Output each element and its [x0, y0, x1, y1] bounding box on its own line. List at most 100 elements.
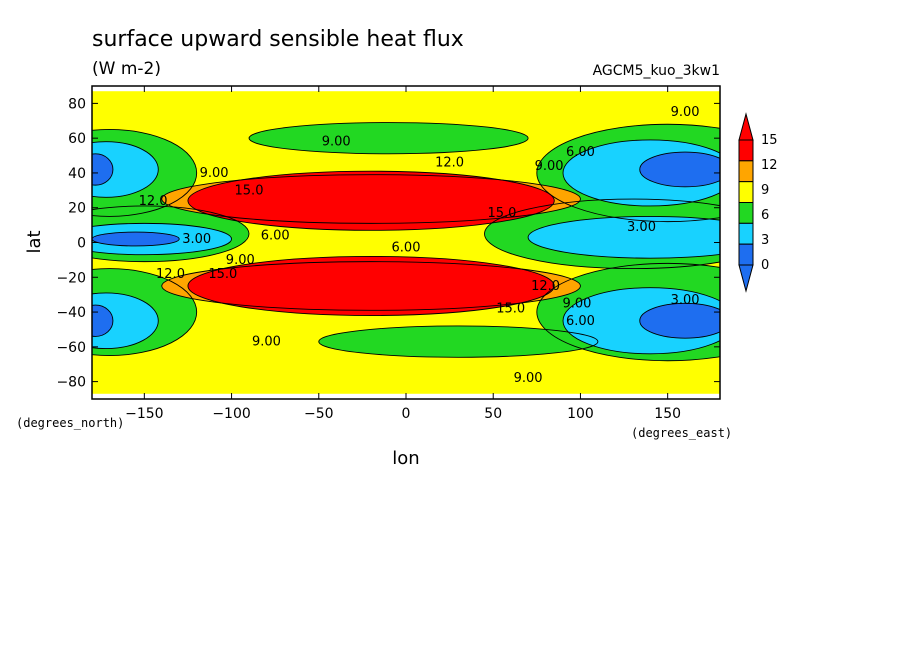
contour-label-15: 15.0 — [208, 267, 237, 282]
filled-contours — [92, 91, 720, 394]
chart-title: surface upward sensible heat flux — [92, 27, 464, 52]
colorbar-label-2: 6 — [761, 208, 769, 223]
contour-line-11 — [92, 141, 159, 198]
contour-label-9: 3.00 — [627, 220, 656, 235]
contour-label-19: 6.00 — [566, 314, 595, 329]
contour-label-7: 12.0 — [139, 194, 168, 209]
contour-region-22 — [187, 171, 555, 231]
contour-line-12 — [92, 292, 159, 350]
x-units-label: (degrees_east) — [631, 426, 732, 440]
x-tick-label-5: 100 — [567, 406, 594, 422]
contour-label-12: 6.00 — [392, 241, 421, 256]
contour-region-23 — [187, 256, 555, 316]
contour-line-16 — [639, 302, 720, 339]
contour-region-8 — [318, 325, 598, 358]
colorbar-swatch-5 — [738, 139, 754, 162]
contour-line-13 — [527, 215, 720, 259]
y-tick-label-0: 80 — [68, 96, 86, 112]
contour-label-22: 9.00 — [514, 371, 543, 386]
y-axis-label: lat — [24, 230, 45, 253]
contour-line-18 — [92, 304, 114, 337]
colorbar-label-3: 9 — [761, 183, 769, 198]
contour-label-21: 9.00 — [252, 335, 281, 350]
y-tick-label-4: 0 — [77, 236, 86, 252]
contour-line-14 — [92, 222, 232, 256]
contour-region-15 — [639, 152, 720, 187]
contour-label-16: 12.0 — [531, 279, 560, 294]
contour-label-4: 12.0 — [435, 156, 464, 171]
contour-line-8 — [318, 325, 599, 358]
x-tick-label-2: −50 — [304, 406, 334, 422]
contour-line-4 — [92, 268, 198, 356]
colorbar-extend-under — [738, 264, 754, 293]
contour-label-14: 12.0 — [156, 267, 185, 282]
contour-region-19 — [92, 232, 180, 246]
contour-region-7 — [248, 122, 529, 154]
contour-line-7 — [248, 122, 529, 155]
contour-labels: 9.009.006.009.0012.09.0015.012.015.03.00… — [139, 105, 700, 386]
contour-line-1 — [536, 123, 720, 223]
contour-line-2 — [536, 262, 720, 362]
colorbar: 0 3 6 9 12 15 — [738, 112, 778, 293]
contour-label-6: 15.0 — [235, 183, 264, 198]
colorbar-extend-over — [738, 112, 754, 141]
colorbar-swatch-4 — [738, 160, 754, 183]
y-tick-label-1: 60 — [68, 131, 86, 147]
colorbar-label-0: 0 — [761, 258, 769, 273]
contour-label-0: 9.00 — [671, 105, 700, 120]
y-tick-label-6: −40 — [56, 305, 86, 321]
contour-region-13 — [528, 216, 720, 259]
contour-label-2: 6.00 — [566, 145, 595, 160]
contour-line-22 — [187, 170, 555, 231]
contour-label-5: 9.00 — [200, 166, 229, 181]
x-tick-label-6: 150 — [654, 406, 681, 422]
x-tick-label-0: −150 — [125, 406, 163, 422]
contour-line-15 — [639, 151, 720, 188]
x-tick-label-1: −100 — [212, 406, 250, 422]
contour-line-5 — [484, 198, 720, 270]
x-tick-label-4: 50 — [484, 406, 502, 422]
x-axis-label: lon — [392, 448, 419, 469]
colorbar-label-4: 12 — [761, 158, 778, 173]
contour-label-11: 6.00 — [261, 229, 290, 244]
contour-line-19 — [92, 231, 180, 247]
y-units-label: (degrees_north) — [16, 416, 124, 430]
contour-label-13: 9.00 — [226, 253, 255, 268]
colorbar-swatch-3 — [738, 181, 754, 204]
y-tick-label-2: 40 — [68, 166, 86, 182]
contour-label-8: 15.0 — [487, 206, 516, 221]
x-axis: −150 −100 −50 0 50 100 150 — [125, 86, 681, 422]
colorbar-label-5: 15 — [761, 133, 778, 148]
colorbar-swatch-2 — [738, 202, 754, 224]
contour-region-16 — [639, 303, 720, 339]
contour-label-20: 3.00 — [671, 293, 700, 308]
contour-line-10 — [562, 287, 720, 355]
contour-label-18: 15.0 — [496, 302, 525, 317]
chart-units: (W m-2) — [92, 59, 161, 79]
dataset-label: AGCM5_kuo_3kw1 — [593, 63, 720, 79]
colorbar-label-1: 3 — [761, 233, 769, 248]
contour-region-17 — [92, 153, 113, 186]
contour-line-9 — [562, 139, 720, 207]
y-tick-label-3: 20 — [68, 201, 86, 217]
contour-lines — [92, 122, 720, 362]
contour-region-11 — [92, 141, 159, 198]
contour-line-20 — [161, 174, 581, 224]
contour-line-6 — [92, 205, 250, 263]
contour-label-3: 9.00 — [535, 159, 564, 174]
contour-label-17: 9.00 — [562, 296, 591, 311]
contour-region-12 — [92, 292, 159, 349]
colorbar-swatch-1 — [738, 222, 754, 245]
contour-line-23 — [187, 255, 555, 316]
y-axis: 80 60 40 20 0 −20 −40 −60 −80 — [56, 96, 720, 391]
contour-line-3 — [92, 129, 198, 217]
y-tick-label-5: −20 — [56, 270, 86, 286]
contour-label-1: 9.00 — [322, 135, 351, 150]
y-tick-label-8: −80 — [56, 375, 86, 391]
contour-label-10: 3.00 — [182, 232, 211, 247]
y-tick-label-7: −60 — [56, 340, 86, 356]
contour-line-17 — [92, 153, 114, 186]
x-tick-label-3: 0 — [402, 406, 411, 422]
colorbar-swatch-0 — [738, 243, 754, 266]
